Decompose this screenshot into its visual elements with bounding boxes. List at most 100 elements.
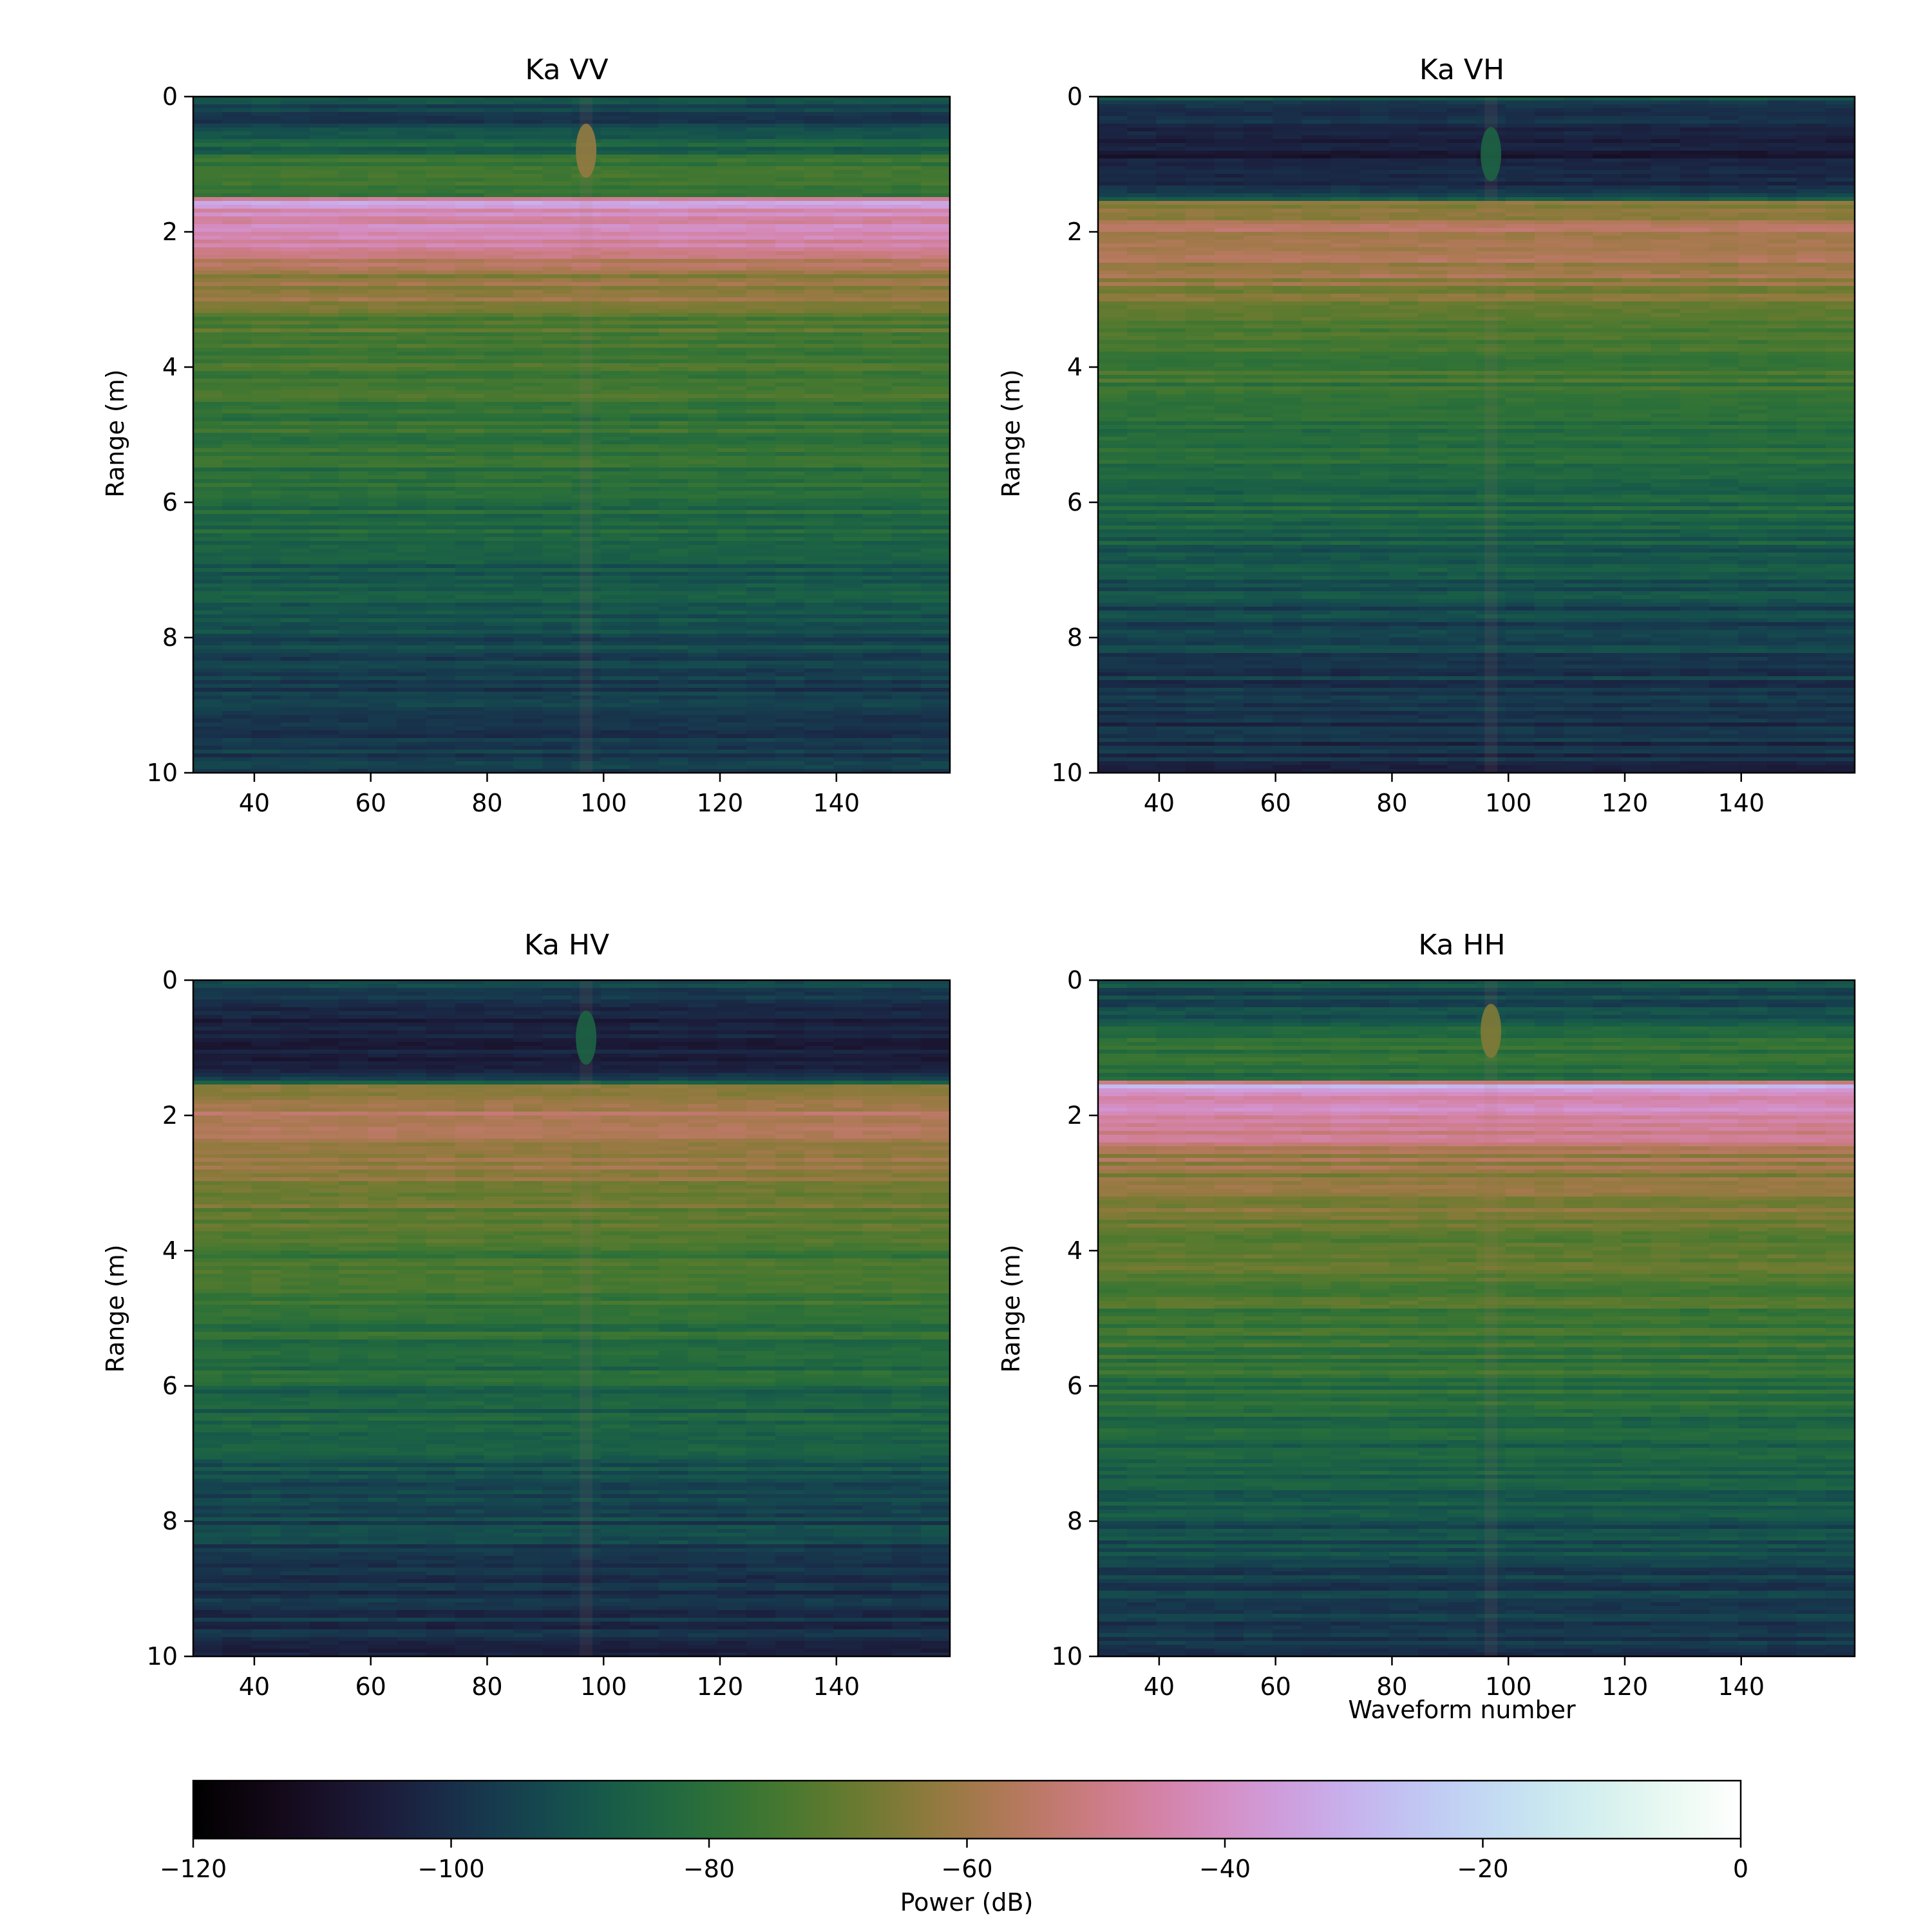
heatmap-cell — [193, 568, 223, 573]
heatmap-cell — [629, 402, 659, 406]
heatmap-cell — [659, 313, 688, 317]
heatmap-cell — [746, 506, 776, 511]
heatmap-cell — [368, 653, 397, 658]
heatmap-cell — [426, 209, 456, 213]
heatmap-cell — [833, 440, 864, 445]
heatmap-cell — [1767, 112, 1797, 117]
heatmap-cell — [629, 305, 659, 310]
heatmap-cell — [746, 715, 776, 719]
heatmap-cell — [891, 128, 922, 132]
heatmap-cell — [484, 201, 514, 205]
heatmap-cell — [397, 487, 427, 491]
heatmap-cell — [659, 359, 688, 364]
heatmap-cell — [1651, 120, 1681, 124]
heatmap-cell — [193, 228, 223, 232]
heatmap-cell — [804, 158, 834, 163]
heatmap-cell — [804, 676, 834, 681]
heatmap-cell — [571, 305, 601, 310]
heatmap-cell — [280, 676, 310, 681]
heatmap-cell — [1243, 108, 1273, 113]
heatmap-cell — [746, 556, 776, 561]
heatmap-cell — [804, 568, 834, 573]
heatmap-cell — [222, 757, 252, 762]
heatmap-cell — [1302, 104, 1332, 109]
heatmap-cell — [397, 286, 427, 290]
heatmap-cell — [222, 243, 252, 248]
heatmap-cell — [1825, 100, 1855, 105]
heatmap-cell — [862, 228, 893, 232]
heatmap-cell — [862, 247, 893, 252]
heatmap-cell — [775, 166, 805, 171]
heatmap-cell — [309, 514, 339, 518]
heatmap-cell — [1359, 97, 1390, 101]
heatmap-cell — [542, 267, 573, 271]
heatmap-cell — [513, 541, 543, 545]
heatmap-cell — [775, 526, 805, 530]
heatmap-cell — [746, 475, 776, 480]
heatmap-cell — [251, 321, 281, 325]
heatmap-cell — [891, 568, 922, 573]
heatmap-cell — [571, 348, 601, 352]
heatmap-cell — [746, 174, 776, 178]
heatmap-cell — [193, 591, 223, 596]
heatmap-cell — [688, 560, 718, 565]
heatmap-cell — [309, 765, 339, 770]
heatmap-cell — [688, 568, 718, 573]
heatmap-cell — [746, 491, 776, 495]
heatmap-cell — [746, 205, 776, 209]
heatmap-cell — [309, 495, 339, 499]
heatmap-cell — [542, 591, 573, 596]
heatmap-cell — [484, 394, 514, 399]
range-bin-row — [193, 390, 951, 395]
heatmap-cell — [513, 259, 543, 263]
heatmap-cell — [833, 290, 864, 294]
heatmap-cell — [571, 661, 601, 665]
heatmap-cell — [222, 506, 252, 511]
heatmap-cell — [251, 742, 281, 746]
heatmap-cell — [455, 213, 485, 217]
heatmap-cell — [891, 645, 922, 650]
heatmap-cell — [775, 429, 805, 433]
heatmap-cell — [688, 580, 718, 584]
heatmap-cell — [397, 371, 427, 375]
heatmap-cell — [571, 483, 601, 488]
heatmap-cell — [920, 661, 951, 665]
heatmap-cell — [542, 518, 573, 522]
heatmap-cell — [280, 661, 310, 665]
heatmap-cell — [309, 340, 339, 345]
heatmap-cell — [280, 680, 310, 685]
heatmap-cell — [338, 719, 368, 723]
heatmap-cell — [222, 502, 252, 507]
heatmap-cell — [717, 116, 747, 120]
heatmap-cell — [280, 464, 310, 468]
heatmap-cell — [1651, 108, 1681, 113]
heatmap-cell — [629, 634, 659, 638]
heatmap-cell — [600, 495, 630, 499]
heatmap-cell — [804, 549, 834, 553]
heatmap-cell — [804, 742, 834, 746]
heatmap-cell — [571, 641, 601, 646]
heatmap-cell — [251, 576, 281, 580]
heatmap-cell — [1214, 108, 1244, 113]
heatmap-cell — [600, 502, 630, 507]
heatmap-cell — [833, 332, 864, 337]
heatmap-cell — [717, 707, 747, 712]
heatmap-cell — [862, 711, 893, 715]
heatmap-cell — [251, 240, 281, 244]
heatmap-cell — [542, 526, 573, 530]
heatmap-cell — [193, 448, 223, 453]
heatmap-cell — [1243, 97, 1273, 101]
heatmap-cell — [659, 502, 688, 507]
range-bin-row — [193, 456, 951, 460]
heatmap-cell — [688, 533, 718, 538]
heatmap-cell — [309, 572, 339, 576]
heatmap-cell — [746, 236, 776, 240]
heatmap-cell — [717, 267, 747, 271]
heatmap-cell — [338, 267, 368, 271]
heatmap-cell — [629, 116, 659, 120]
heatmap-cell — [600, 305, 630, 310]
heatmap-cell — [397, 680, 427, 685]
heatmap-cell — [426, 668, 456, 673]
range-bin-row — [193, 394, 951, 399]
heatmap-cell — [368, 97, 397, 101]
